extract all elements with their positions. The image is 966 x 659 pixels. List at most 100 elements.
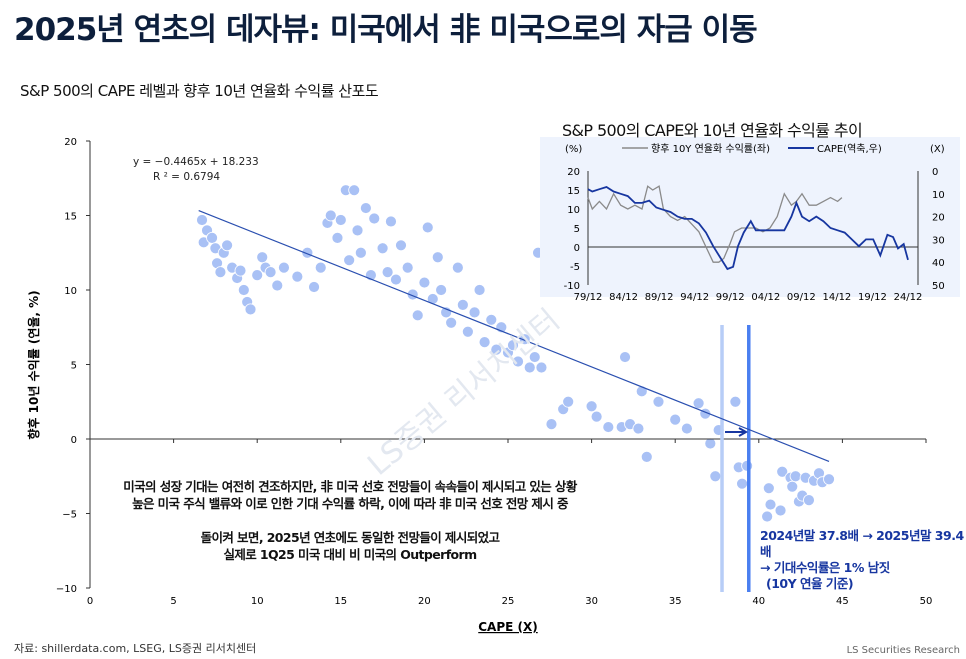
y-tick-label: −10 <box>56 584 77 595</box>
scatter-point <box>221 239 234 252</box>
legend-cape: CAPE(역축,우) <box>817 143 882 155</box>
scatter-point <box>640 450 653 463</box>
x-tick-label: 5 <box>170 596 176 607</box>
scatter-point <box>314 261 327 274</box>
scatter-point <box>523 361 536 374</box>
scatter-point <box>237 284 250 296</box>
scatter-point <box>473 284 486 296</box>
scatter-point <box>435 284 448 296</box>
inset-x-tick-label: 19/12 <box>858 292 887 303</box>
scatter-point <box>545 418 558 431</box>
equation-text: y = −0.4465x + 18.233 <box>133 156 259 168</box>
scatter-point <box>206 231 218 244</box>
scatter-point <box>331 231 344 244</box>
arrow-icon <box>725 427 749 437</box>
scatter-point <box>602 421 615 433</box>
scatter-point <box>461 325 474 338</box>
scatter-point <box>456 298 469 311</box>
scatter-point <box>761 510 774 523</box>
scatter-point <box>709 470 722 483</box>
scatter-point <box>692 397 705 410</box>
scatter-point <box>823 473 835 486</box>
y-axis-label: 향후 10년 수익률 (연율, %) <box>26 290 41 439</box>
scatter-point <box>451 261 464 274</box>
scatter-point <box>351 224 364 237</box>
inset-left-tick-label: -5 <box>570 262 580 273</box>
inset-right-tick-label: 50 <box>932 281 945 292</box>
scatter-point <box>590 410 603 423</box>
scatter-point <box>764 498 777 511</box>
y-tick-label: 20 <box>64 137 77 148</box>
y-tick-label: −5 <box>62 510 77 521</box>
scatter-point <box>789 470 802 483</box>
inset-x-tick-label: 94/12 <box>680 292 709 303</box>
scatter-point <box>359 202 372 214</box>
scatter-point <box>401 261 414 274</box>
scatter-point <box>507 339 519 352</box>
scatter-title: S&P 500의 CAPE 레벨과 향후 10년 연율화 수익률 산포도 <box>20 82 379 100</box>
scatter-point <box>729 395 742 408</box>
regression-equation: y = −0.4465x + 18.233 R ² = 0.6794 <box>133 155 259 185</box>
inset-x-tick-label: 14/12 <box>822 292 851 303</box>
scatter-point <box>535 361 548 374</box>
page-title: 2025년 연초의 데자뷰: 미국에서 非 미국으로의 자금 이동 <box>14 12 758 48</box>
x-tick-label: 45 <box>836 596 849 607</box>
x-tick-label: 30 <box>585 596 598 607</box>
scatter-point <box>291 270 304 283</box>
scatter-point <box>308 281 320 293</box>
inset-right-tick-label: 30 <box>932 235 945 246</box>
scatter-point <box>421 221 434 234</box>
return-line <box>587 185 843 263</box>
scatter-point <box>562 395 575 408</box>
scatter-point <box>244 303 257 316</box>
note-line: 높은 미국 주식 밸류와 이로 인한 기대 수익률 하락, 이에 따라 非 미국… <box>132 496 568 511</box>
scatter-point <box>468 306 481 319</box>
note-line: 실제로 1Q25 미국 대비 비 미국의 Outperform <box>223 547 477 562</box>
inset-title: S&P 500의 CAPE와 10년 연율화 수익률 추이 <box>562 121 863 140</box>
r-squared-text: R ² = 0.6794 <box>153 171 221 183</box>
cape-line <box>587 186 909 271</box>
inset-x-tick-label: 84/12 <box>609 292 638 303</box>
scatter-point <box>234 264 247 277</box>
inset-left-tick-label: 0 <box>574 243 580 254</box>
scatter-point <box>619 351 631 363</box>
x-tick-label: 35 <box>669 596 682 607</box>
y-tick-label: 10 <box>64 286 77 297</box>
note-line: 돌이켜 보면, 2025년 연초에도 동일한 전망들이 제시되었고 <box>200 530 500 545</box>
scatter-point <box>585 400 598 413</box>
scatter-point <box>776 465 789 478</box>
scatter-point <box>271 279 284 292</box>
scatter-point <box>681 422 693 435</box>
inset-right-tick-label: 0 <box>932 167 938 178</box>
annotation-line: → 기대수익률은 1% 남짓 <box>760 560 890 575</box>
scatter-point <box>278 261 290 274</box>
scatter-point <box>411 309 424 322</box>
y-tick-label: 5 <box>71 361 77 372</box>
x-tick-label: 50 <box>920 596 933 607</box>
inset-right-tick-label: 20 <box>932 213 945 224</box>
scatter-point <box>485 313 498 326</box>
y-tick-label: 15 <box>64 212 77 223</box>
x-tick-label: 20 <box>418 596 431 607</box>
inset-x-tick-label: 89/12 <box>645 292 674 303</box>
scatter-point <box>343 254 356 267</box>
inset-right-tick-label: 40 <box>932 258 945 269</box>
scatter-point <box>528 351 541 363</box>
inset-x-tick-label: 04/12 <box>751 292 780 303</box>
scatter-point <box>669 413 682 426</box>
scatter-point <box>368 212 381 225</box>
scatter-point <box>256 251 269 264</box>
scatter-point <box>774 504 787 517</box>
scatter-point <box>803 494 815 506</box>
scatter-point <box>196 214 208 226</box>
scatter-point <box>354 246 367 259</box>
scatter-point <box>348 184 361 197</box>
scatter-point <box>704 437 717 450</box>
cape-annotation: 2024년말 37.8배 → 2025년말 39.4배 → 기대수익률은 1% … <box>760 528 966 592</box>
inset-right-tick-label: 10 <box>932 190 945 201</box>
scatter-point <box>381 266 394 279</box>
scatter-point <box>786 480 799 493</box>
regression-line <box>198 210 830 462</box>
inset-x-tick-label: 79/12 <box>574 292 603 303</box>
